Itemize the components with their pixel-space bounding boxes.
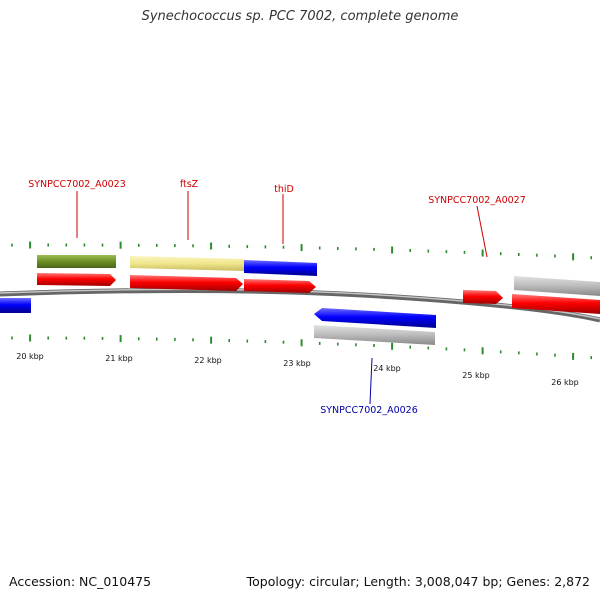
cds-thid-arrow[interactable]: [244, 279, 316, 293]
gene-ftsz-bar[interactable]: [130, 256, 244, 271]
gene-a0027-bar[interactable]: [514, 276, 600, 296]
cds-a0026-arrow[interactable]: [314, 308, 436, 328]
cds-a0027-arrow[interactable]: [512, 294, 600, 314]
kbp-labels: 20 kbp 21 kbp 22 kbp 23 kbp 24 kbp 25 kb…: [16, 352, 579, 387]
cds-track: [0, 273, 600, 328]
gene-a0023-bar[interactable]: [37, 255, 116, 268]
label-a0027[interactable]: SYNPCC7002_A0027: [428, 195, 526, 206]
kbp-label-20: 20 kbp: [16, 352, 44, 361]
cds-a0025-arrow[interactable]: [463, 290, 503, 304]
genome-summary-text: Topology: circular; Length: 3,008,047 bp…: [246, 574, 590, 589]
kbp-label-21: 21 kbp: [105, 354, 133, 363]
kbp-label-25: 25 kbp: [462, 371, 490, 380]
label-thid[interactable]: thiD: [274, 184, 294, 195]
label-leaders: [76, 191, 488, 405]
kbp-ticks-lower: [11, 334, 593, 360]
kbp-label-23: 23 kbp: [283, 359, 311, 368]
gene-track: [37, 255, 600, 345]
cds-a0023-arrow[interactable]: [37, 273, 116, 286]
gene-labels: SYNPCC7002_A0023 ftsZ thiD SYNPCC7002_A0…: [28, 179, 526, 416]
accession-text: Accession: NC_010475: [9, 574, 152, 589]
label-a0026[interactable]: SYNPCC7002_A0026: [320, 405, 418, 416]
map-title: Synechococcus sp. PCC 7002, complete gen…: [141, 9, 459, 24]
kbp-ticks-upper: [11, 241, 593, 261]
label-a0023[interactable]: SYNPCC7002_A0023: [28, 179, 126, 190]
kbp-label-24: 24 kbp: [373, 364, 401, 373]
kbp-label-22: 22 kbp: [194, 356, 222, 365]
cds-ftsz-arrow[interactable]: [130, 275, 243, 291]
gene-a0026-bar[interactable]: [314, 325, 435, 345]
label-ftsz[interactable]: ftsZ: [180, 179, 199, 190]
kbp-label-26: 26 kbp: [551, 378, 579, 387]
leader-a0027: [476, 205, 488, 258]
genome-backbone: [0, 287, 600, 323]
cds-left-edge-arrow[interactable]: [0, 298, 31, 313]
gene-thid-bar[interactable]: [244, 260, 317, 276]
leader-a0026: [369, 357, 373, 405]
